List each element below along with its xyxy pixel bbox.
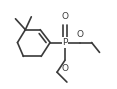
Text: O: O	[77, 30, 84, 39]
Text: P: P	[62, 38, 68, 47]
Text: O: O	[62, 12, 69, 21]
Text: O: O	[62, 64, 69, 73]
